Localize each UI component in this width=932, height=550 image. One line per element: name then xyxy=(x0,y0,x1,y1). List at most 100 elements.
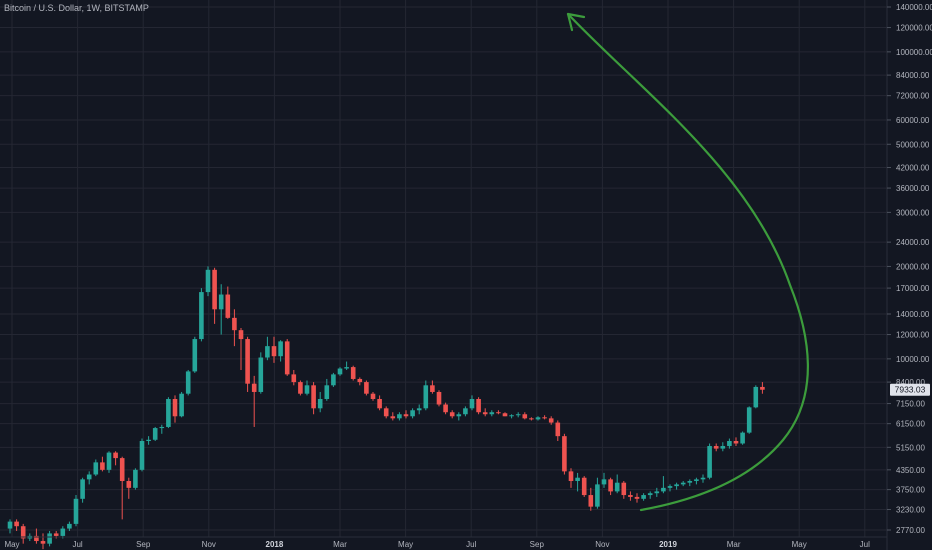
candles xyxy=(7,266,765,550)
candle-up xyxy=(324,385,330,399)
x-tick-label: May xyxy=(4,540,19,549)
candle-up xyxy=(179,393,184,417)
candle-down xyxy=(370,393,376,399)
candle-up xyxy=(278,341,283,357)
candle-up xyxy=(331,374,336,386)
candle-up xyxy=(258,357,264,392)
candle-down xyxy=(529,418,534,420)
candle-down xyxy=(449,412,455,417)
y-tick-label: 12000.00 xyxy=(896,331,930,340)
y-tick-label: 6150.00 xyxy=(896,420,925,429)
candle-up xyxy=(661,487,666,492)
y-tick-label: 14000.00 xyxy=(896,310,930,319)
candle-up xyxy=(199,292,204,340)
x-tick-label: May xyxy=(398,540,413,549)
candle-up xyxy=(152,428,158,440)
x-tick-label: Jul xyxy=(72,540,82,549)
candle-up xyxy=(680,482,686,485)
candle-up xyxy=(753,386,759,408)
chart-title: Bitcoin / U.S. Dollar, 1W, BITSTAMP xyxy=(4,3,149,13)
candle-up xyxy=(304,385,310,394)
x-tick-label: Mar xyxy=(333,540,347,549)
candle-up xyxy=(7,521,13,529)
y-tick-label: 3230.00 xyxy=(896,506,925,515)
candle-up xyxy=(397,414,402,419)
x-tick-label: May xyxy=(792,540,807,549)
y-tick-label: 30000.00 xyxy=(896,208,930,217)
candle-up xyxy=(139,440,145,470)
x-tick-label: Mar xyxy=(727,540,741,549)
candle-down xyxy=(377,398,382,409)
y-tick-label: 8400.00 xyxy=(896,378,925,387)
candle-up xyxy=(86,474,92,480)
candle-up xyxy=(185,371,191,394)
candle-up xyxy=(192,339,198,372)
candle-up xyxy=(694,479,699,482)
candle-down xyxy=(383,408,389,417)
candle-up xyxy=(106,452,112,470)
candle-up xyxy=(674,484,679,487)
candle-down xyxy=(245,339,250,384)
candle-up xyxy=(67,523,72,529)
y-tick-label: 4350.00 xyxy=(896,466,925,475)
candle-up xyxy=(47,533,52,544)
candle-down xyxy=(476,398,481,413)
candle-down xyxy=(502,413,508,417)
y-tick-label: 17000.00 xyxy=(896,284,930,293)
candle-up xyxy=(535,417,541,420)
price-axis[interactable]: 140000.00 120000.00 100000.00 84000.00 72000… xyxy=(887,3,932,535)
candle-down xyxy=(634,496,640,499)
candle-down xyxy=(436,391,442,405)
time-axis[interactable]: May Jul Sep Nov 2018 Mar May Jul Sep Nov 2019 Mar Ma… xyxy=(4,540,870,549)
candle-up xyxy=(166,398,171,427)
candle-down xyxy=(271,346,277,357)
candle-up xyxy=(654,491,660,494)
candle-down xyxy=(608,479,613,492)
candle-down xyxy=(443,404,448,413)
candle-up xyxy=(218,294,224,310)
candle-up xyxy=(205,269,211,293)
candle-down xyxy=(311,385,316,409)
candle-down xyxy=(251,383,257,392)
candle-down xyxy=(403,414,409,417)
candle-down xyxy=(588,495,594,507)
candle-up xyxy=(641,495,646,499)
candle-up xyxy=(423,385,429,409)
candle-up xyxy=(410,410,415,417)
candle-down xyxy=(760,386,765,390)
candle-up xyxy=(601,479,607,485)
candle-down xyxy=(34,535,39,542)
candle-down xyxy=(496,412,501,414)
y-tick-label: 36000.00 xyxy=(896,184,930,193)
x-tick-label: Nov xyxy=(595,540,609,549)
candle-down xyxy=(126,481,132,488)
candle-down xyxy=(53,533,59,536)
candle-down xyxy=(113,452,118,459)
candle-up xyxy=(575,477,580,482)
candle-down xyxy=(733,440,739,444)
candle-down xyxy=(548,418,554,423)
candle-up xyxy=(515,414,521,416)
candle-up xyxy=(317,398,323,409)
candle-down xyxy=(522,414,528,419)
y-tick-label: 42000.00 xyxy=(896,164,930,173)
y-tick-label: 84000.00 xyxy=(896,71,930,80)
arrow-annotation xyxy=(566,12,809,512)
candle-up xyxy=(509,415,514,417)
y-tick-label: 72000.00 xyxy=(896,92,930,101)
candle-down xyxy=(20,526,26,539)
last-price-label: 7933.03 xyxy=(895,385,926,395)
candle-down xyxy=(350,367,356,379)
y-tick-label: 120000.00 xyxy=(896,24,932,33)
candle-up xyxy=(416,408,422,411)
y-tick-label: 140000.00 xyxy=(896,3,932,12)
candle-up xyxy=(456,414,462,417)
x-tick-label: Sep xyxy=(136,540,151,549)
candle-down xyxy=(568,471,574,482)
candle-down xyxy=(364,382,369,394)
candle-down xyxy=(291,374,297,383)
candle-down xyxy=(284,341,290,375)
candle-up xyxy=(93,462,99,475)
candle-up xyxy=(614,482,620,492)
